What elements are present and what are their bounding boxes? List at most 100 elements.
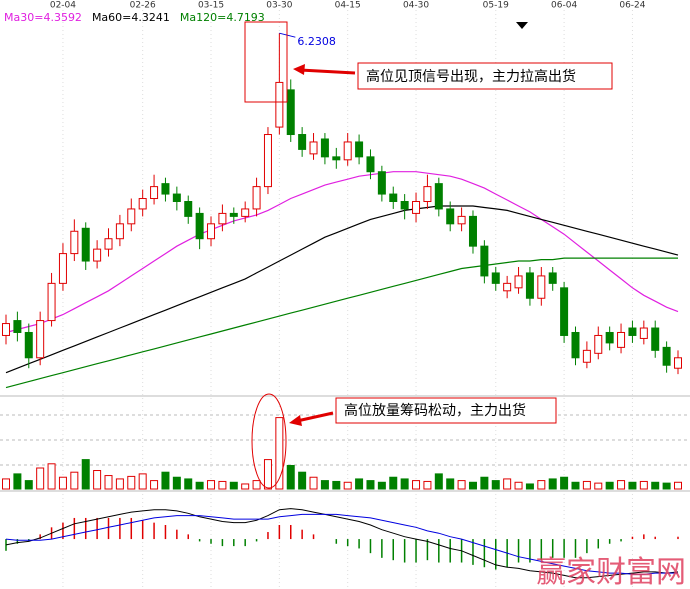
peak-label: 6.2308: [297, 35, 336, 48]
volume-bar: [320, 480, 329, 490]
volume-bar: [571, 481, 580, 490]
legend-entry: Ma120=4.7193: [180, 11, 265, 24]
volume-bar: [446, 478, 455, 490]
volume-bar: [525, 483, 534, 490]
volume-bar: [662, 482, 671, 490]
candle-body: [218, 212, 227, 225]
annotation: 高位见顶信号出现，主力拉高出货: [366, 68, 576, 85]
x-tick-label: 02-04: [50, 1, 76, 11]
candle-body: [617, 331, 626, 348]
volume-bar: [24, 480, 33, 490]
volume-bar: [36, 467, 45, 490]
candle-body: [343, 141, 352, 161]
candle-body: [172, 193, 181, 203]
candle-body: [298, 134, 307, 150]
volume-bar: [377, 481, 386, 490]
annotation-box: [335, 397, 557, 424]
candle-body: [70, 230, 79, 255]
legend-entry: Ma30=4.3592: [4, 11, 82, 24]
volume-bar: [457, 480, 466, 490]
highlight-box: [244, 21, 288, 103]
candle-body: [24, 331, 33, 359]
volume-bar: [639, 480, 648, 490]
volume-bar: [241, 483, 250, 490]
candle-body: [2, 323, 10, 336]
volume-bar: [412, 480, 421, 490]
legend-entry: Ma60=4.3241: [92, 11, 170, 24]
volume-bar: [207, 480, 216, 490]
volume-bar: [366, 480, 375, 490]
volume-bar: [651, 481, 660, 490]
volume-bar: [252, 480, 261, 490]
x-tick-label: 06-24: [619, 1, 645, 11]
candle-body: [662, 346, 671, 366]
candle-body: [115, 223, 124, 240]
x-tick-label: 02-26: [130, 1, 156, 11]
candle-body: [468, 215, 477, 247]
volume-bar: [115, 478, 124, 490]
candle-body: [571, 331, 580, 359]
candle-body: [263, 134, 272, 188]
candle-body: [491, 272, 500, 284]
candle-body: [594, 334, 603, 354]
candle-body: [651, 327, 660, 351]
volume-bar: [400, 478, 409, 490]
volume-bar: [58, 476, 67, 490]
candle-body: [81, 227, 90, 262]
candle-body: [275, 81, 284, 128]
candle-body: [412, 201, 421, 214]
candle-body: [47, 282, 56, 322]
candle-body: [366, 156, 375, 173]
candle-body: [423, 186, 432, 203]
candle-body: [104, 238, 113, 250]
volume-bar: [275, 417, 284, 490]
candle-body: [286, 89, 295, 136]
volume-bar: [93, 470, 102, 490]
volume-bar: [184, 478, 193, 490]
macd-line: [5, 513, 678, 575]
highlight-ellipse: [251, 393, 287, 489]
annotation: 高位放量筹码松动，主力出货: [344, 402, 526, 419]
arrow: [299, 68, 356, 75]
candle-body: [389, 193, 398, 203]
candle-body: [150, 186, 159, 200]
volume-bar: [594, 482, 603, 490]
volume-bar: [674, 481, 682, 490]
volume-bar: [605, 481, 614, 490]
volume-bar: [47, 463, 56, 490]
volume-bar: [355, 478, 364, 490]
volume-bar: [2, 478, 10, 490]
volume-bar: [172, 476, 181, 490]
candle-body: [639, 327, 648, 339]
candle-body: [446, 208, 455, 225]
volume-bar: [218, 480, 227, 490]
candle-body: [13, 320, 22, 333]
candle-body: [537, 275, 546, 299]
volume-bar: [468, 481, 477, 490]
marker: [516, 22, 528, 29]
candle-body: [582, 349, 591, 363]
candle-body: [480, 245, 489, 277]
candle-body: [525, 272, 534, 299]
volume-bar: [628, 481, 637, 490]
volume-bar: [503, 478, 512, 490]
volume-bar: [548, 478, 557, 490]
candle-body: [195, 212, 204, 240]
volume-bar: [195, 481, 204, 490]
volume-bar: [298, 471, 307, 490]
arrow-head: [293, 64, 305, 75]
volume-bar: [13, 473, 22, 490]
volume-bar: [423, 480, 432, 490]
volume-bar: [343, 481, 352, 490]
x-tick-label: 04-15: [335, 1, 361, 11]
candle-body: [674, 357, 682, 369]
candle-body: [503, 282, 512, 292]
volume-bar: [332, 480, 341, 490]
candle-body: [514, 275, 523, 289]
volume-bar: [309, 476, 318, 490]
candle-body: [252, 186, 261, 210]
x-tick-label: 03-15: [198, 1, 224, 11]
candle-body: [161, 183, 170, 195]
